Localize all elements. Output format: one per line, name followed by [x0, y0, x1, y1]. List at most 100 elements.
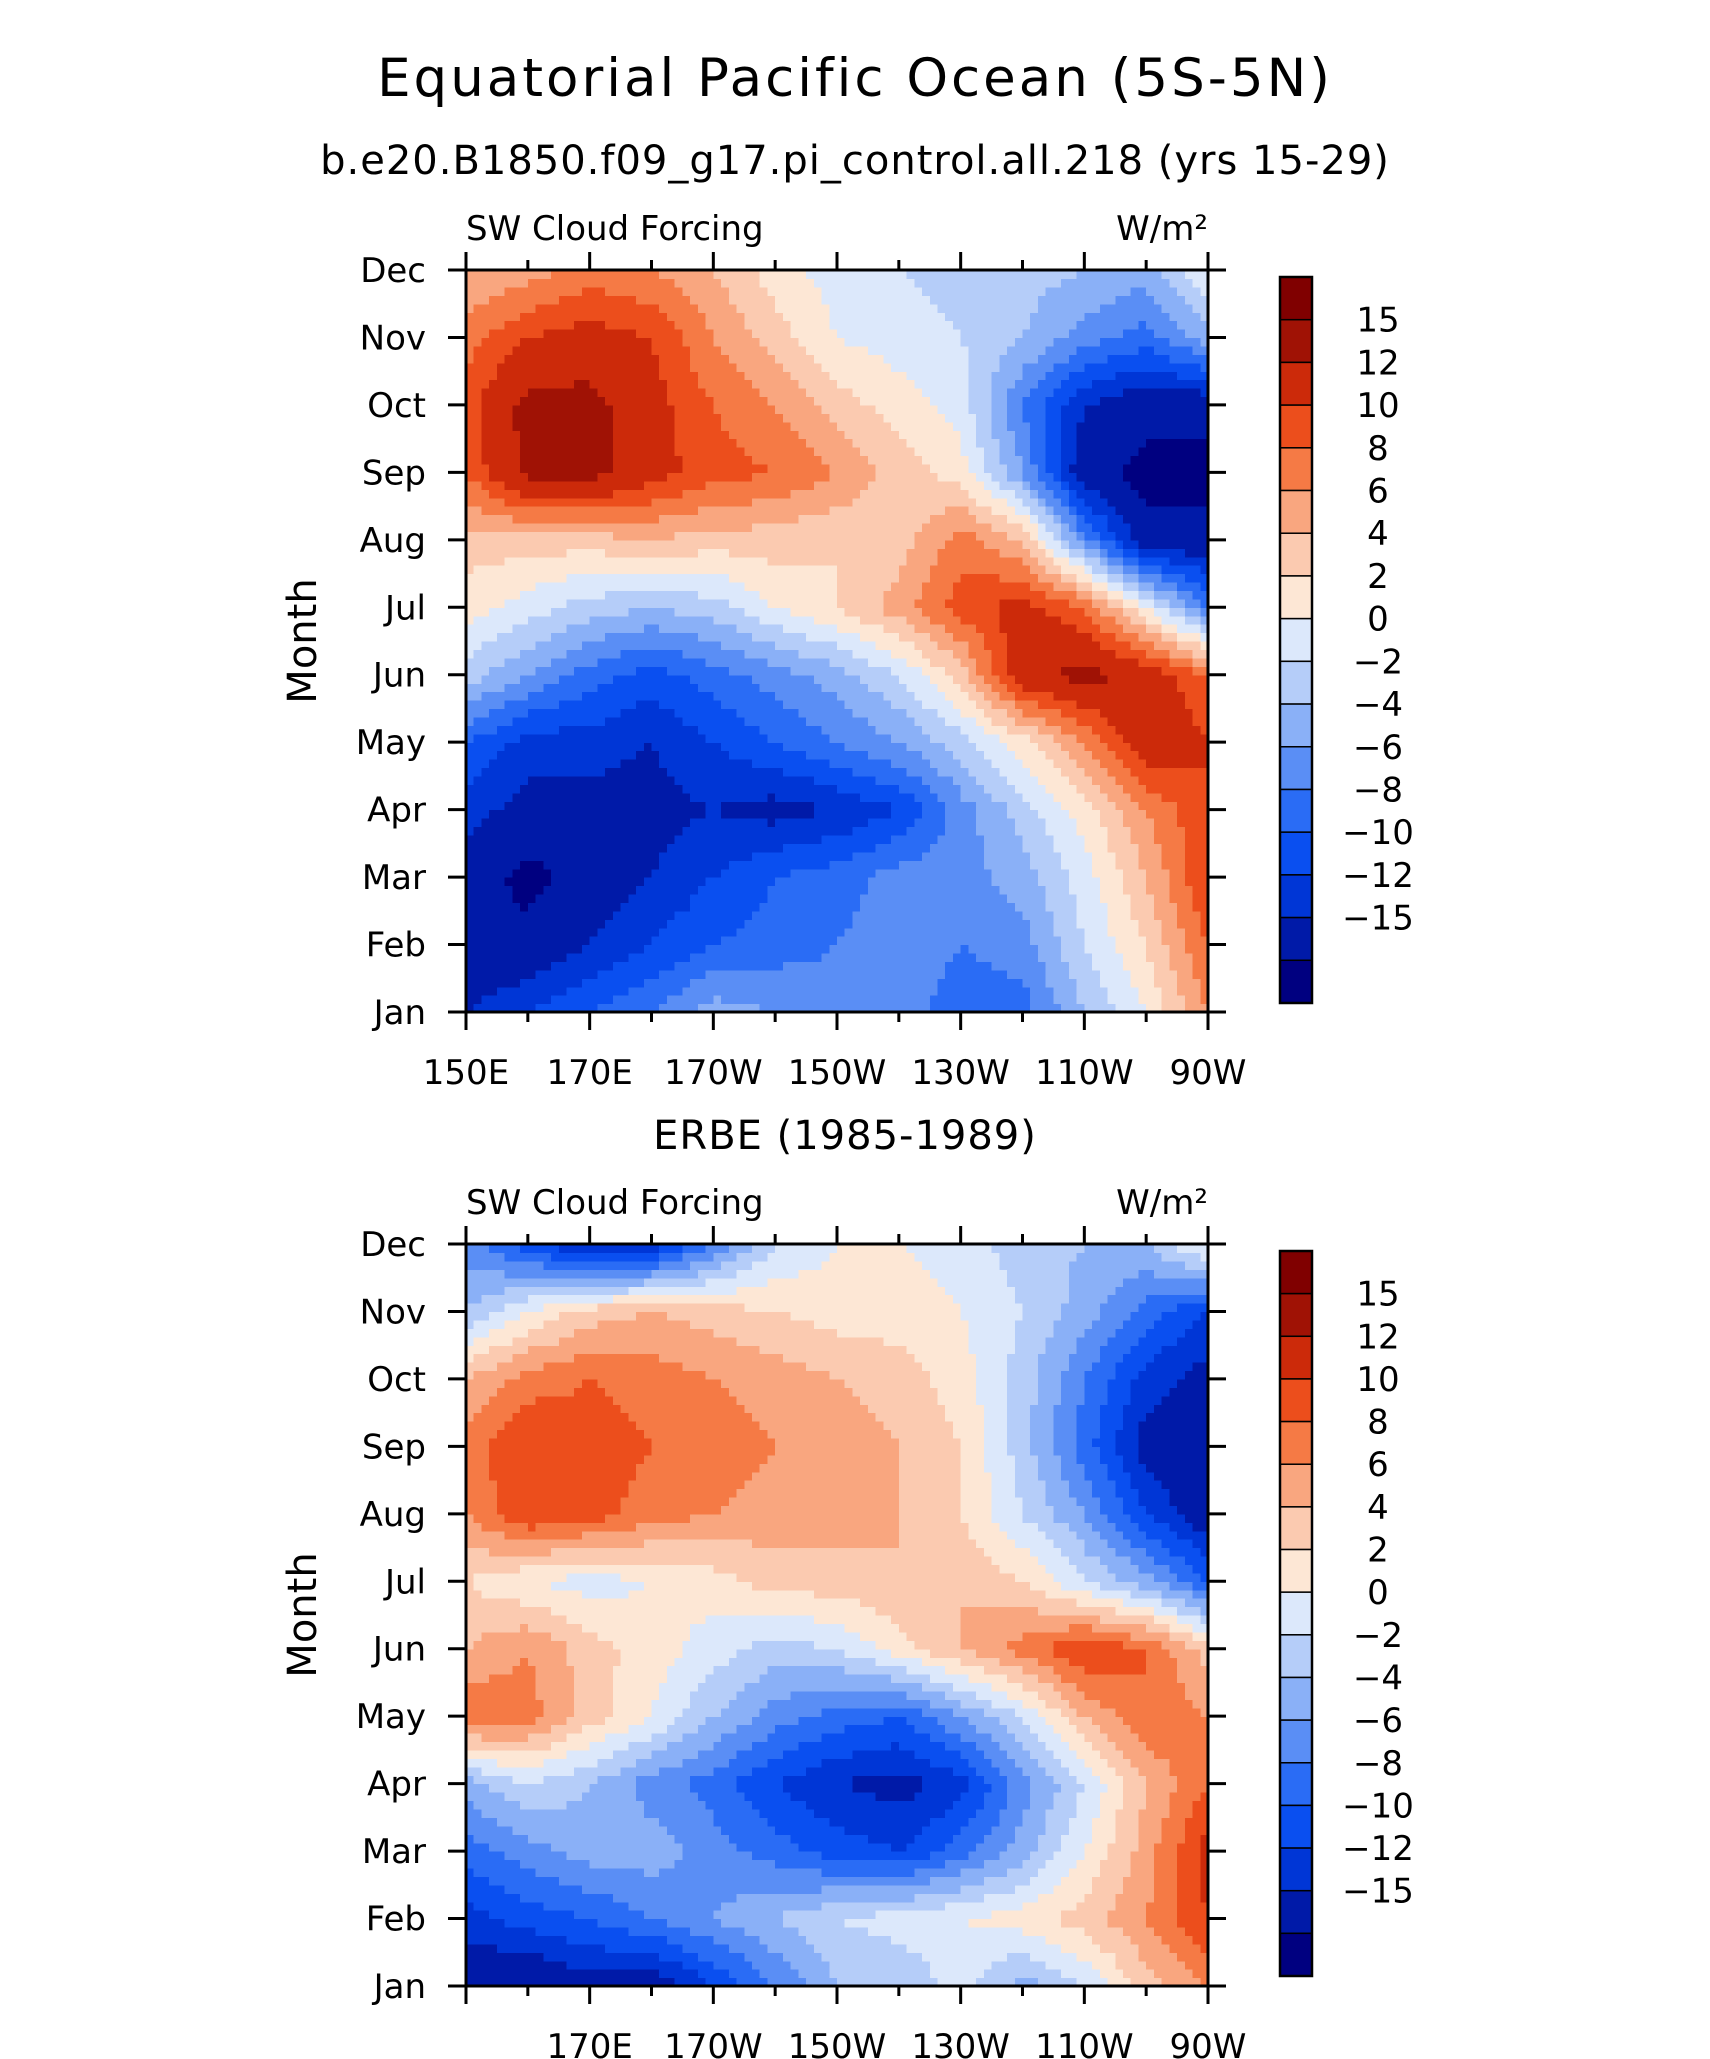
- contour-cell: [1068, 674, 1078, 684]
- contour-cell: [991, 952, 1000, 963]
- contour-cell: [1014, 581, 1024, 592]
- contour-cell: [891, 919, 900, 929]
- contour-cell: [1107, 885, 1116, 895]
- contour-cell: [1068, 952, 1078, 963]
- contour-cell: [721, 826, 730, 836]
- contour-cell: [1045, 944, 1055, 954]
- contour-cell: [713, 700, 722, 710]
- contour-cell: [1192, 784, 1201, 794]
- contour-cell: [1037, 868, 1047, 878]
- contour-cell: [976, 674, 985, 684]
- contour-cell: [798, 1003, 807, 1013]
- contour-cell: [481, 995, 490, 1005]
- contour-cell: [1061, 801, 1070, 811]
- contour-cell: [636, 700, 645, 710]
- contour-cell: [821, 944, 830, 954]
- contour-cell: [721, 801, 730, 811]
- contour-cell: [929, 995, 939, 1005]
- contour-cell: [1022, 809, 1031, 819]
- contour-cell: [1192, 674, 1201, 684]
- contour-cell: [574, 674, 583, 684]
- contour-cell: [628, 961, 637, 971]
- contour-cell: [636, 759, 645, 769]
- contour-cell: [551, 649, 560, 659]
- contour-cell: [891, 573, 900, 583]
- contour-cell: [489, 590, 498, 600]
- contour-cell: [837, 826, 846, 836]
- contour-cell: [574, 733, 583, 743]
- contour-cell: [1061, 843, 1070, 853]
- contour-cell: [1061, 624, 1070, 634]
- contour-cell: [697, 750, 707, 760]
- contour-cell: [837, 573, 846, 583]
- contour-cell: [643, 784, 653, 794]
- contour-cell: [589, 986, 598, 996]
- contour-cell: [1037, 792, 1047, 802]
- contour-cell: [496, 784, 506, 794]
- contour-cell: [721, 590, 730, 600]
- contour-cell: [1022, 759, 1031, 769]
- contour-cell: [659, 674, 668, 684]
- contour-cell: [466, 877, 475, 887]
- contour-cell: [976, 868, 985, 878]
- contour-cell: [659, 641, 668, 651]
- contour-cell: [574, 843, 583, 853]
- contour-cell: [929, 573, 939, 583]
- contour-cell: [883, 952, 892, 963]
- contour-cell: [929, 716, 939, 726]
- contour-cell: [852, 1003, 861, 1013]
- contour-cell: [844, 843, 854, 853]
- contour-cell: [867, 868, 877, 878]
- contour-cell: [751, 868, 761, 878]
- contour-cell: [1014, 818, 1024, 828]
- contour-cell: [466, 641, 475, 651]
- contour-cell: [558, 1003, 568, 1013]
- contour-cell: [713, 725, 722, 735]
- contour-cell: [1169, 733, 1178, 743]
- contour-cell: [1138, 801, 1147, 811]
- contour-cell: [1061, 632, 1070, 642]
- contour-cell: [527, 624, 537, 634]
- contour-cell: [1068, 607, 1078, 617]
- contour-cell: [1200, 885, 1209, 895]
- contour-cell: [829, 952, 838, 963]
- contour-cell: [705, 927, 714, 937]
- contour-cell: [496, 632, 506, 642]
- contour-cell: [558, 725, 568, 735]
- contour-cell: [1092, 700, 1101, 710]
- contour-cell: [728, 683, 738, 693]
- contour-cell: [1161, 818, 1170, 828]
- contour-cell: [1068, 902, 1078, 912]
- contour-cell: [527, 700, 537, 710]
- contour-cell: [983, 683, 993, 693]
- contour-cell: [1169, 767, 1178, 777]
- contour-cell: [674, 834, 684, 844]
- contour-cell: [620, 666, 629, 676]
- contour-cell: [1122, 767, 1132, 777]
- contour-cell: [736, 666, 745, 676]
- contour-cell: [898, 936, 908, 946]
- contour-cell: [620, 598, 629, 608]
- contour-cell: [543, 843, 552, 853]
- contour-cell: [682, 716, 691, 726]
- contour-cell: [504, 902, 513, 912]
- contour-cell: [1138, 944, 1147, 954]
- contour-cell: [651, 818, 660, 828]
- contour-cell: [860, 674, 869, 684]
- contour-cell: [806, 581, 815, 592]
- contour-cell: [867, 944, 877, 954]
- contour-cell: [628, 742, 637, 752]
- contour-cell: [551, 624, 560, 634]
- contour-cell: [674, 700, 684, 710]
- contour-cell: [713, 843, 722, 853]
- contour-cell: [914, 944, 923, 954]
- contour-cell: [929, 961, 939, 971]
- contour-cell: [1007, 607, 1016, 617]
- contour-cell: [496, 598, 506, 608]
- contour-cell: [922, 868, 931, 878]
- contour-cell: [929, 792, 939, 802]
- contour-cell: [543, 944, 552, 954]
- contour-cell: [504, 598, 513, 608]
- contour-cell: [496, 969, 506, 979]
- contour-cell: [520, 632, 529, 642]
